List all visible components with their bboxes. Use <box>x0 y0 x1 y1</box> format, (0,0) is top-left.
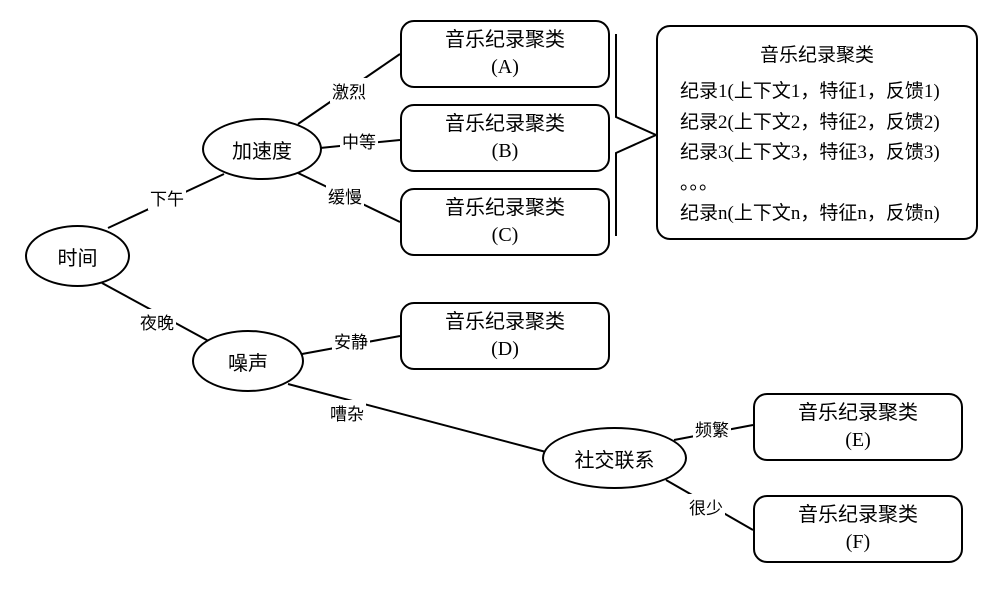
detail-title: 音乐纪录聚类 <box>680 41 954 71</box>
edge-label: 中等 <box>340 128 378 153</box>
node-noise-label: 噪声 <box>228 347 268 376</box>
node-social: 社交联系 <box>542 427 687 489</box>
detail-line-3: 纪录3(上下文3，特征3，反馈3) <box>680 138 954 168</box>
detail-line-4: 。。。 <box>680 169 954 199</box>
edge-label: 激烈 <box>330 78 368 103</box>
node-social-label: 社交联系 <box>575 444 655 473</box>
cluster-c: 音乐纪录聚类(C) <box>400 188 610 256</box>
node-time: 时间 <box>25 225 130 287</box>
detail-line-1: 纪录1(上下文1，特征1，反馈1) <box>680 77 954 107</box>
node-accel: 加速度 <box>202 118 322 180</box>
edge-label: 频繁 <box>693 416 731 441</box>
detail-line-2: 纪录2(上下文2，特征2，反馈2) <box>680 108 954 138</box>
node-noise: 噪声 <box>192 330 304 392</box>
node-time-label: 时间 <box>58 242 98 271</box>
cluster-b: 音乐纪录聚类(B) <box>400 104 610 172</box>
node-accel-label: 加速度 <box>232 135 292 164</box>
detail-line-5: 纪录n(上下文n，特征n，反馈n) <box>680 199 954 229</box>
edge-label: 下午 <box>148 185 186 210</box>
edge-label: 安静 <box>332 328 370 353</box>
edge-label: 缓慢 <box>326 183 364 208</box>
cluster-e: 音乐纪录聚类(E) <box>753 393 963 461</box>
cluster-detail-box: 音乐纪录聚类 纪录1(上下文1，特征1，反馈1) 纪录2(上下文2，特征2，反馈… <box>656 25 978 240</box>
edge-label: 嘈杂 <box>328 400 366 425</box>
cluster-d: 音乐纪录聚类(D) <box>400 302 610 370</box>
cluster-a: 音乐纪录聚类(A) <box>400 20 610 88</box>
edge-label: 夜晚 <box>138 309 176 334</box>
cluster-f: 音乐纪录聚类(F) <box>753 495 963 563</box>
edge-label: 很少 <box>687 494 725 519</box>
